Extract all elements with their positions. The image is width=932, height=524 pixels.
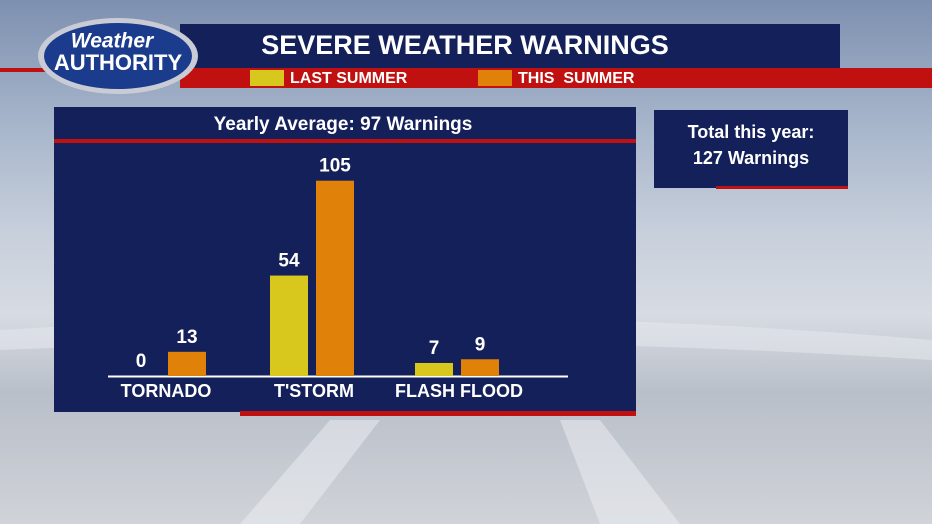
legend-label: THIS SUMMER — [518, 70, 635, 87]
panel-rule — [240, 411, 636, 416]
legend-label: LAST SUMMER — [290, 70, 408, 87]
chart-subtitle: Yearly Average: 97 Warnings — [214, 114, 473, 135]
annotation: 127 Warnings — [693, 148, 809, 168]
bar — [461, 359, 499, 376]
background-streak — [560, 420, 680, 524]
legend-swatch — [250, 70, 284, 86]
chart-title: SEVERE WEATHER WARNINGS — [261, 30, 669, 60]
bar — [415, 362, 453, 376]
total-panel — [654, 110, 848, 188]
annotation: Total this year: — [688, 122, 815, 142]
x-tick-label: FLASH FLOOD — [395, 381, 523, 401]
subtitle-rule — [54, 139, 636, 143]
data-label: 13 — [176, 327, 197, 348]
legend-band-left — [0, 68, 60, 72]
x-tick-label: T'STORM — [274, 381, 354, 401]
data-label: 54 — [278, 251, 300, 272]
background-streak — [240, 420, 380, 524]
data-label: 9 — [475, 334, 486, 355]
data-label: 0 — [136, 351, 147, 372]
legend-band — [180, 68, 932, 88]
legend-swatch — [478, 70, 512, 86]
data-label: 7 — [429, 338, 440, 359]
data-label: 105 — [319, 156, 351, 177]
logo-text: Weather — [71, 30, 155, 53]
logo — [44, 23, 192, 89]
total-rule — [716, 186, 848, 189]
x-tick-label: TORNADO — [121, 381, 212, 401]
bar — [316, 180, 354, 376]
bar — [270, 275, 308, 376]
bar — [168, 351, 206, 376]
logo-text: AUTHORITY — [54, 50, 183, 75]
title-bar — [180, 24, 840, 68]
